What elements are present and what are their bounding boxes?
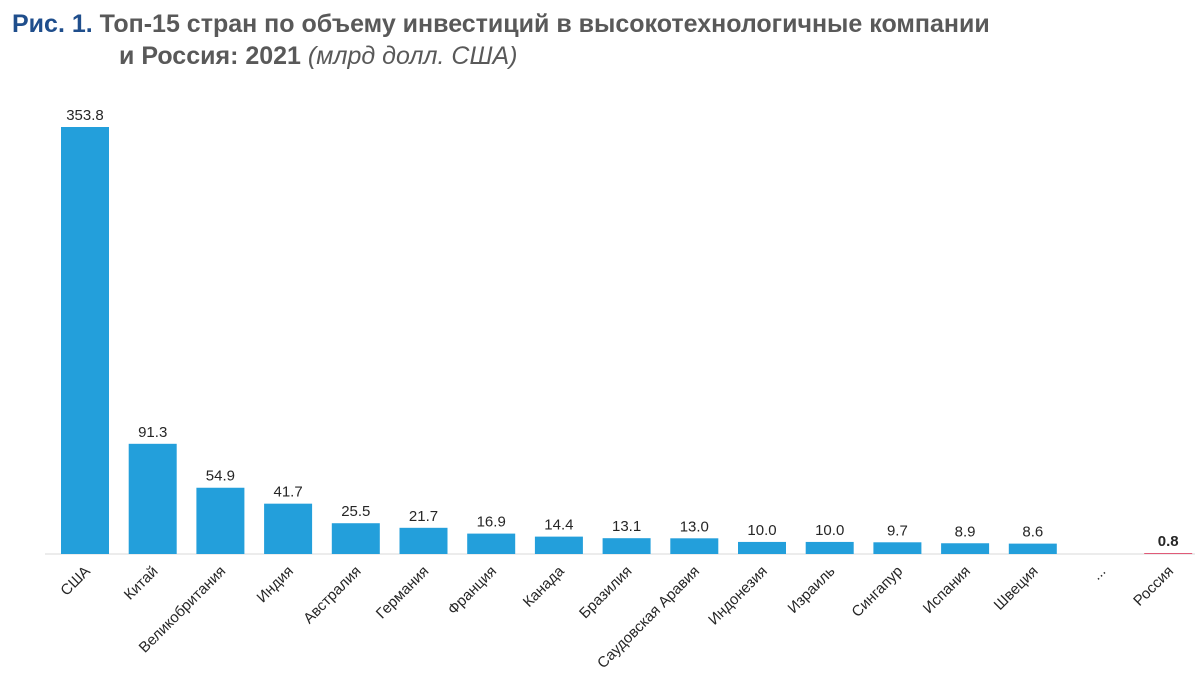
category-label-15: ... xyxy=(1088,563,1109,584)
figure-label: Рис. 1. xyxy=(12,10,93,38)
bar-9 xyxy=(670,538,719,554)
category-label-14: Швеция xyxy=(991,563,1042,614)
category-label-5: Германия xyxy=(373,563,433,623)
bar-16 xyxy=(1144,553,1193,554)
title-unit: (млрд долл. США) xyxy=(307,42,518,70)
title-line1: Топ-15 стран по объему инвестиций в высо… xyxy=(99,10,990,38)
value-label-7: 14.4 xyxy=(544,517,573,534)
value-label-6: 16.9 xyxy=(477,514,506,531)
category-label-11: Израиль xyxy=(785,563,839,617)
value-label-5: 21.7 xyxy=(409,508,438,525)
bar-11 xyxy=(805,541,854,554)
value-label-1: 91.3 xyxy=(138,424,167,441)
category-label-12: Сингапур xyxy=(848,563,906,621)
bar-8 xyxy=(602,538,651,554)
category-label-0: США xyxy=(57,563,93,599)
value-label-0: 353.8 xyxy=(66,107,104,124)
value-label-4: 25.5 xyxy=(341,503,370,520)
category-label-10: Индонезия xyxy=(705,563,771,629)
category-label-4: Австралия xyxy=(300,563,364,627)
category-label-3: Индия xyxy=(254,563,297,606)
value-label-2: 54.9 xyxy=(206,468,235,485)
bar-14 xyxy=(1008,543,1057,554)
category-label-13: Испания xyxy=(920,563,974,617)
bar-7 xyxy=(534,536,583,554)
bar-0 xyxy=(61,127,109,554)
value-label-11: 10.0 xyxy=(815,522,844,539)
bar-5 xyxy=(399,527,448,554)
category-label-8: Бразилия xyxy=(576,563,635,622)
bar-10 xyxy=(738,541,786,554)
value-label-14: 8.6 xyxy=(1022,524,1043,541)
value-label-12: 9.7 xyxy=(887,522,908,539)
category-label-6: Франция xyxy=(445,563,500,618)
bar-4 xyxy=(331,523,380,554)
category-label-7: Канада xyxy=(520,562,568,610)
bar-3 xyxy=(264,503,313,554)
title-line2: и Россия: 2021 xyxy=(119,42,301,70)
category-label-16: Россия xyxy=(1130,563,1177,610)
bar-13 xyxy=(941,543,990,554)
value-label-3: 41.7 xyxy=(273,484,302,501)
bar-1 xyxy=(128,443,177,554)
value-label-16: 0.8 xyxy=(1158,533,1179,550)
bar-12 xyxy=(873,542,922,554)
bar-6 xyxy=(467,533,516,554)
bar-2 xyxy=(196,487,245,554)
category-label-1: Китай xyxy=(121,563,162,604)
value-label-13: 8.9 xyxy=(955,523,976,540)
value-label-8: 13.1 xyxy=(612,518,641,535)
chart-title: Рис. 1. Топ-15 стран по объему инвестици… xyxy=(12,8,990,72)
value-label-9: 13.0 xyxy=(680,518,709,535)
value-label-10: 10.0 xyxy=(747,522,776,539)
